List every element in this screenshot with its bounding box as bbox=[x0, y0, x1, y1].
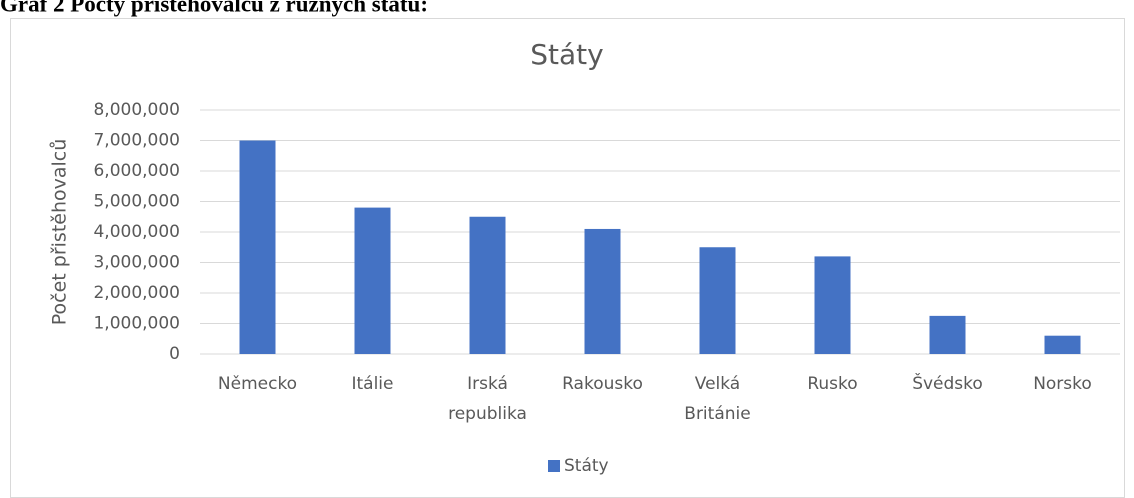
bar bbox=[354, 207, 391, 354]
y-tick-label: 8,000,000 bbox=[93, 100, 180, 120]
x-tick-label: Rusko bbox=[807, 374, 857, 394]
caption: Graf 2 Počty přistěhovalců z různých stá… bbox=[0, 0, 428, 16]
y-tick-label: 6,000,000 bbox=[93, 161, 180, 181]
y-tick-label: 3,000,000 bbox=[93, 253, 180, 273]
bar bbox=[929, 315, 966, 354]
y-tick-label: 0 bbox=[169, 344, 180, 364]
x-tick-label: Švédsko bbox=[912, 372, 983, 394]
legend-label: Státy bbox=[564, 456, 609, 476]
x-tick-label: Velká Británie bbox=[684, 374, 750, 424]
y-tick-label: 5,000,000 bbox=[93, 192, 180, 212]
x-tick-label: Rakousko bbox=[562, 374, 643, 394]
bar bbox=[469, 216, 506, 354]
bar bbox=[814, 256, 851, 354]
bar bbox=[239, 140, 276, 354]
y-axis-label: Počet přistěhovalců bbox=[49, 139, 71, 326]
bar bbox=[584, 228, 621, 354]
x-tick-label: Norsko bbox=[1033, 374, 1092, 394]
legend-swatch bbox=[548, 460, 560, 472]
x-tick-label: Itálie bbox=[351, 374, 393, 394]
bar bbox=[699, 247, 736, 354]
y-tick-label: 2,000,000 bbox=[93, 283, 180, 303]
chart-frame bbox=[10, 18, 1125, 498]
bar bbox=[1044, 335, 1081, 354]
x-tick-label: Německo bbox=[218, 374, 297, 394]
chart-title: Státy bbox=[530, 38, 603, 71]
y-tick-label: 7,000,000 bbox=[93, 131, 180, 151]
y-tick-label: 1,000,000 bbox=[93, 314, 180, 334]
x-tick-label: Irská republika bbox=[448, 374, 527, 424]
y-tick-label: 4,000,000 bbox=[93, 222, 180, 242]
